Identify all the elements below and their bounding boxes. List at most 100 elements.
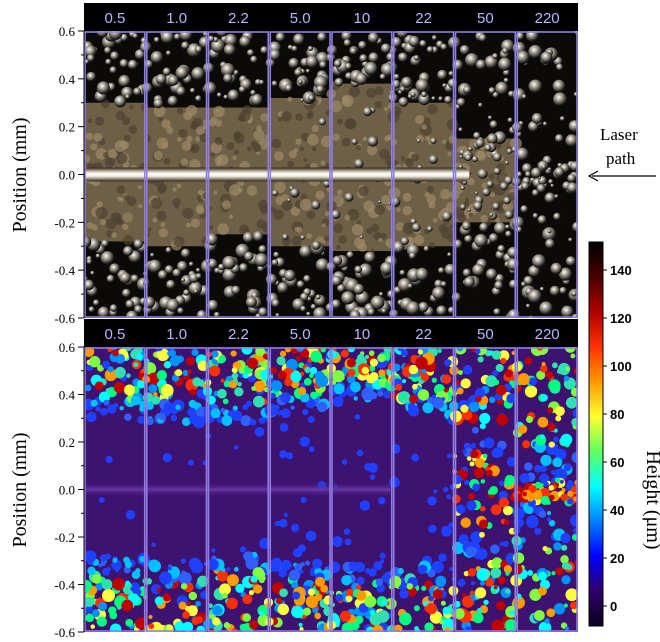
column-frame	[269, 347, 331, 632]
height-dot	[465, 546, 476, 557]
height-dot	[139, 555, 146, 562]
droplet	[179, 31, 193, 41]
texture-speck	[180, 158, 189, 166]
droplet	[86, 71, 96, 82]
texture-speck	[138, 204, 143, 209]
texture-speck	[426, 185, 435, 194]
height-dot	[491, 619, 505, 632]
texture-speck	[402, 205, 412, 216]
texture-speck	[195, 136, 201, 142]
droplet	[155, 73, 167, 85]
droplet	[528, 265, 540, 277]
column-header-label: 50	[477, 10, 494, 27]
height-dot	[220, 378, 225, 383]
height-dot	[506, 457, 517, 467]
droplet	[105, 58, 112, 65]
droplet	[415, 78, 429, 93]
height-dot	[182, 369, 189, 377]
texture-speck	[161, 119, 171, 129]
texture-speck	[210, 142, 222, 154]
column-frame	[207, 347, 270, 632]
height-dot	[156, 587, 162, 593]
height-dot	[314, 593, 323, 602]
height-dot	[178, 571, 192, 585]
height-dot	[131, 570, 141, 580]
texture-speck	[366, 145, 378, 156]
droplet	[133, 87, 142, 96]
height-dot	[369, 474, 376, 480]
droplet	[527, 289, 542, 303]
droplet	[444, 263, 457, 276]
height-dot	[95, 406, 101, 412]
height-dot	[373, 561, 383, 571]
droplet	[315, 51, 329, 65]
droplet	[307, 94, 315, 102]
texture-speck	[374, 86, 384, 96]
height-dot	[551, 362, 558, 369]
height-dot	[107, 404, 117, 414]
droplet	[177, 260, 188, 272]
droplet	[381, 308, 387, 314]
height-map-header-bar	[84, 319, 578, 347]
droplet	[475, 59, 486, 70]
droplet	[488, 87, 496, 94]
texture-speck	[214, 156, 223, 165]
droplet	[359, 54, 368, 63]
texture-speck	[336, 245, 342, 250]
height-dot	[136, 353, 144, 361]
colorbar-ticks: 140 120 100 80 60 40 20 0	[603, 263, 632, 614]
texture-speck	[476, 150, 487, 161]
height-dot	[470, 443, 476, 449]
height-dot	[295, 356, 301, 362]
droplet	[441, 211, 452, 222]
droplet	[473, 131, 481, 140]
height-dot	[561, 488, 566, 493]
height-dot	[153, 391, 158, 397]
texture-speck	[425, 135, 431, 142]
height-dot	[101, 561, 106, 567]
texture-speck	[128, 125, 138, 134]
droplet	[177, 307, 184, 314]
droplet	[528, 79, 543, 94]
droplet	[531, 189, 539, 197]
droplet	[125, 94, 130, 100]
droplet	[166, 279, 176, 290]
droplet	[565, 134, 578, 147]
droplet	[499, 182, 509, 191]
droplet	[561, 305, 574, 318]
droplet	[504, 176, 513, 185]
height-dot	[133, 362, 139, 368]
droplet	[359, 235, 364, 239]
texture-speck	[214, 136, 223, 145]
height-dot	[506, 393, 517, 404]
colorbar-tick-label: 80	[610, 407, 624, 422]
droplet	[484, 144, 492, 152]
droplet	[459, 203, 466, 210]
texture-speck	[320, 135, 333, 148]
height-dot	[446, 494, 452, 500]
texture-speck	[303, 157, 308, 162]
droplet	[326, 261, 337, 272]
height-dot	[461, 592, 466, 598]
y-tick-label: 0.4	[59, 388, 76, 403]
height-dot	[195, 600, 202, 607]
droplet	[317, 32, 327, 42]
texture-speck	[355, 145, 362, 151]
droplet	[471, 156, 478, 163]
height-dot	[448, 522, 454, 528]
droplet	[553, 92, 568, 107]
droplet	[415, 267, 429, 281]
droplet	[390, 36, 402, 48]
droplet	[502, 47, 509, 54]
droplet	[318, 117, 326, 126]
height-dot	[258, 577, 265, 584]
y-tick-label: -0.6	[54, 311, 75, 326]
droplet	[515, 147, 529, 161]
height-dot	[127, 583, 133, 589]
height-dot	[290, 371, 302, 383]
height-dot	[528, 377, 537, 386]
droplet	[380, 43, 391, 54]
height-dot	[280, 559, 292, 571]
droplet	[351, 138, 358, 145]
droplet	[495, 250, 505, 260]
